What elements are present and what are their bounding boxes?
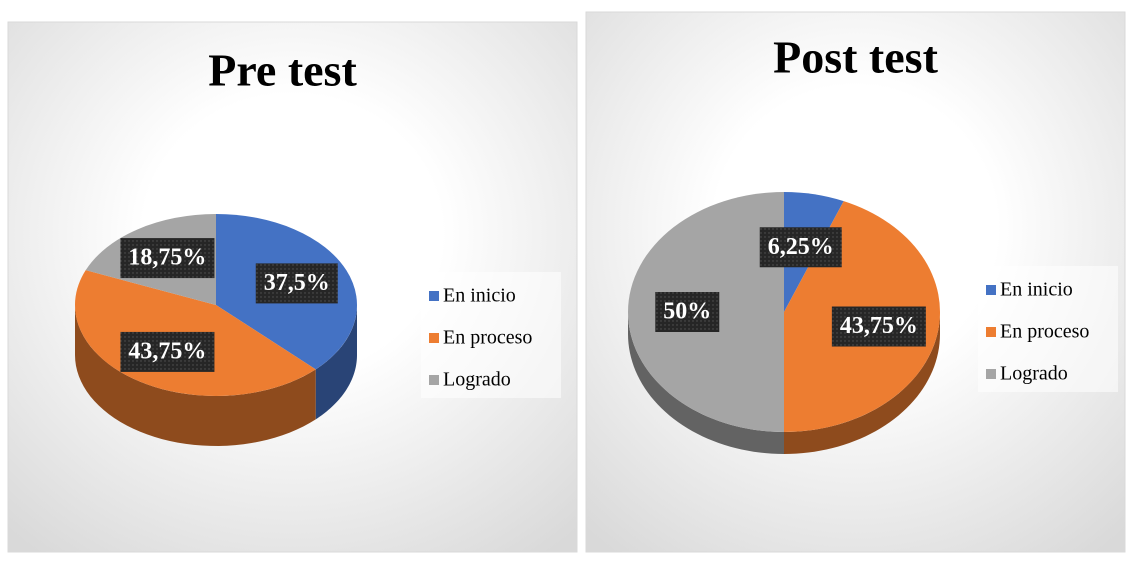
data-label-box [120, 238, 215, 279]
data-label: 6,25% [768, 234, 834, 260]
legend-label: En proceso [1000, 321, 1089, 343]
data-label: 37,5% [264, 270, 330, 296]
data-label-box [255, 263, 338, 304]
data-label: 43,75% [128, 338, 206, 364]
legend-swatch [986, 327, 996, 337]
data-label: 43,75% [840, 313, 918, 339]
legend-label: Logrado [443, 369, 511, 391]
chart-title: Pre test [208, 45, 357, 96]
slice-side [628, 312, 784, 454]
legend-swatch [986, 369, 996, 379]
data-label-box [759, 227, 842, 268]
legend-label: En inicio [1000, 279, 1073, 301]
legend-swatch [429, 375, 439, 385]
legend-box [421, 272, 561, 398]
legend-swatch [429, 291, 439, 301]
legend-swatch [429, 333, 439, 343]
data-label-box [831, 306, 926, 347]
slice-side [315, 305, 357, 420]
legend-label: En inicio [443, 285, 516, 307]
data-label: 50% [663, 299, 711, 325]
data-label: 18,75% [128, 245, 206, 271]
slice-side [784, 312, 940, 454]
slice-side [75, 305, 316, 446]
chart-title: Post test [773, 32, 938, 83]
legend-box [978, 266, 1118, 392]
legend-label: Logrado [1000, 363, 1068, 385]
data-label-box [655, 292, 720, 332]
data-label-box [120, 331, 215, 372]
legend-swatch [986, 285, 996, 295]
legend-label: En proceso [443, 327, 532, 349]
